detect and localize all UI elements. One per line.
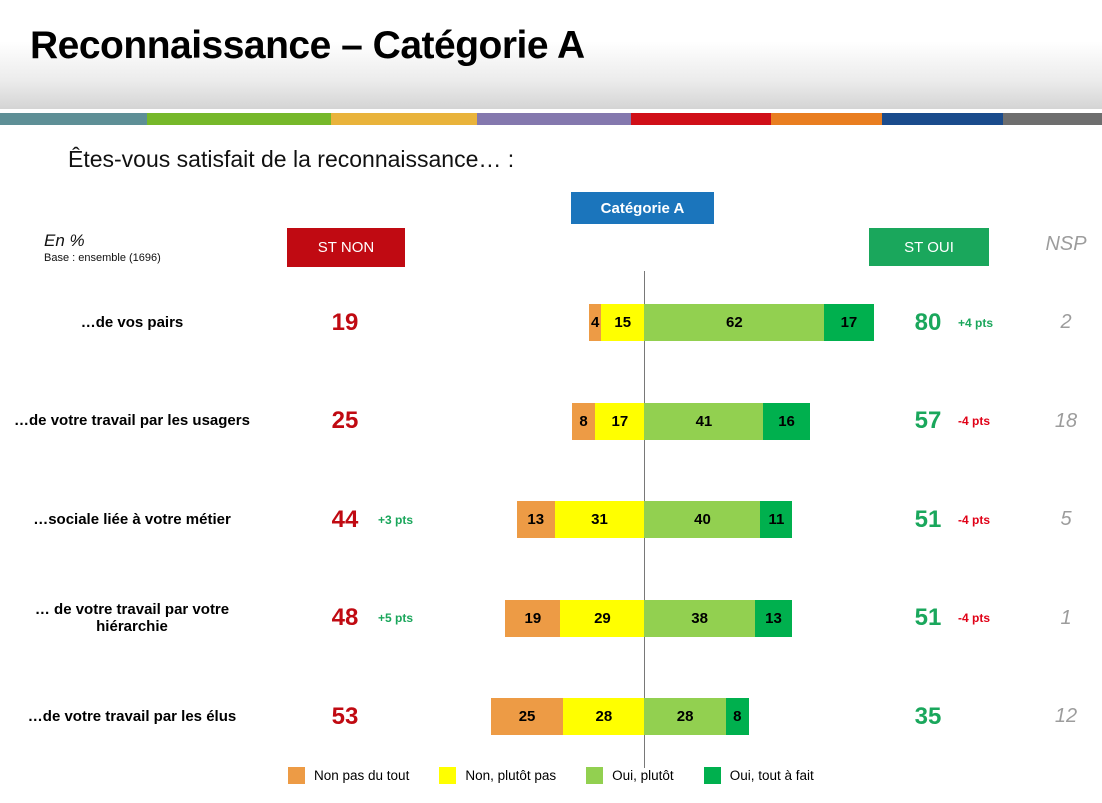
unit-note: En % — [44, 231, 85, 250]
row-label: …de votre travail par les usagers — [14, 412, 250, 430]
bar-segment: 28 — [563, 698, 645, 735]
st-non-delta: +5 pts — [378, 611, 414, 625]
bar-segment: 40 — [644, 501, 761, 538]
row-label: … de votre travail par votre hiérarchie — [34, 600, 230, 635]
row-label: …sociale liée à votre métier — [33, 510, 231, 528]
page-title: Reconnaissance – Catégorie A — [30, 24, 585, 67]
bar-segment: 19 — [505, 599, 561, 637]
stripe-segment — [882, 113, 1003, 125]
nsp-value: 1 — [1060, 606, 1072, 629]
bar-segment: 8 — [572, 402, 596, 440]
header-color-stripe — [0, 113, 1102, 125]
st-non-delta: +3 pts — [378, 512, 414, 527]
st-non-header: ST NON — [287, 228, 405, 267]
legend-swatch — [703, 767, 721, 784]
nsp-value: 2 — [1060, 311, 1072, 333]
bar-segment: 11 — [760, 501, 793, 538]
nsp-header: NSP — [1045, 233, 1087, 255]
bar-segment: 16 — [763, 402, 810, 440]
stripe-segment — [331, 113, 477, 125]
stripe-segment — [1003, 113, 1102, 125]
st-oui-value: 80 — [914, 308, 942, 336]
bar-segment: 17 — [824, 304, 874, 341]
st-non-value: 53 — [331, 702, 359, 730]
bar-segment: 29 — [560, 599, 645, 637]
st-oui-delta: -4 pts — [958, 611, 991, 625]
st-non-value: 44 — [331, 505, 359, 533]
bar-segment: 13 — [516, 501, 555, 538]
st-oui-value: 35 — [914, 702, 942, 730]
st-non-value: 19 — [331, 308, 359, 336]
bar-segment: 8 — [725, 698, 749, 735]
st-oui-value: 57 — [914, 407, 942, 434]
bar-segment: 28 — [644, 698, 726, 735]
bar-segment: 15 — [600, 304, 645, 341]
stripe-segment — [477, 113, 631, 125]
row-label: …de votre travail par les élus — [27, 707, 237, 725]
bar-segment: 13 — [754, 599, 793, 637]
bar-segment: 62 — [644, 304, 825, 341]
st-oui-delta: -4 pts — [958, 512, 991, 527]
category-badge: Catégorie A — [571, 192, 714, 224]
base-note: Base : ensemble (1696) — [44, 252, 161, 264]
bar-segment: 17 — [595, 402, 645, 440]
st-non-value: 25 — [331, 407, 359, 434]
st-non-value: 48 — [331, 604, 359, 631]
st-oui-delta: +4 pts — [958, 315, 994, 330]
legend-item: Oui, plutôt — [586, 767, 674, 784]
stacked-bar: 4 15 62 17 — [589, 304, 874, 341]
stripe-segment — [631, 113, 771, 125]
legend-item: Non, plutôt pas — [439, 767, 556, 784]
nsp-value: 18 — [1054, 409, 1078, 432]
legend-swatch — [288, 767, 305, 784]
question-text: Êtes-vous satisfait de la reconnaissance… — [68, 146, 515, 172]
bar-segment: 31 — [554, 501, 645, 538]
st-oui-value: 51 — [914, 604, 942, 631]
stripe-segment — [771, 113, 882, 125]
legend-swatch — [439, 767, 457, 784]
legend-label: Oui, tout à fait — [729, 768, 814, 783]
nsp-value: 12 — [1054, 705, 1078, 727]
stripe-segment — [0, 113, 147, 125]
legend-label: Oui, plutôt — [612, 768, 674, 783]
st-oui-value: 51 — [914, 505, 942, 533]
stripe-segment — [147, 113, 331, 125]
legend-label: Non, plutôt pas — [465, 768, 557, 783]
stacked-bar: 13 31 40 11 — [516, 501, 793, 538]
legend-item: Non pas du tout — [288, 767, 409, 784]
stacked-bar: 8 17 41 16 — [572, 402, 810, 440]
bar-segment: 38 — [644, 599, 755, 637]
bar-segment: 25 — [490, 698, 564, 735]
st-oui-header: ST OUI — [869, 228, 989, 266]
row-label: …de vos pairs — [80, 313, 184, 331]
chart-legend: Non pas du tout Non, plutôt pas Oui, plutô… — [288, 767, 814, 784]
legend-swatch — [586, 767, 604, 784]
legend-item: Oui, tout à fait — [703, 767, 814, 784]
bar-segment: 41 — [644, 402, 764, 440]
slide-header: Reconnaissance – Catégorie A — [0, 0, 1102, 109]
legend-label: Non pas du tout — [314, 768, 410, 783]
st-oui-delta: -4 pts — [958, 414, 991, 428]
nsp-value: 5 — [1060, 508, 1072, 530]
bar-segment: 4 — [589, 304, 601, 341]
stacked-bar: 25 28 28 8 — [490, 698, 749, 735]
stacked-bar: 19 29 38 13 — [505, 599, 793, 637]
